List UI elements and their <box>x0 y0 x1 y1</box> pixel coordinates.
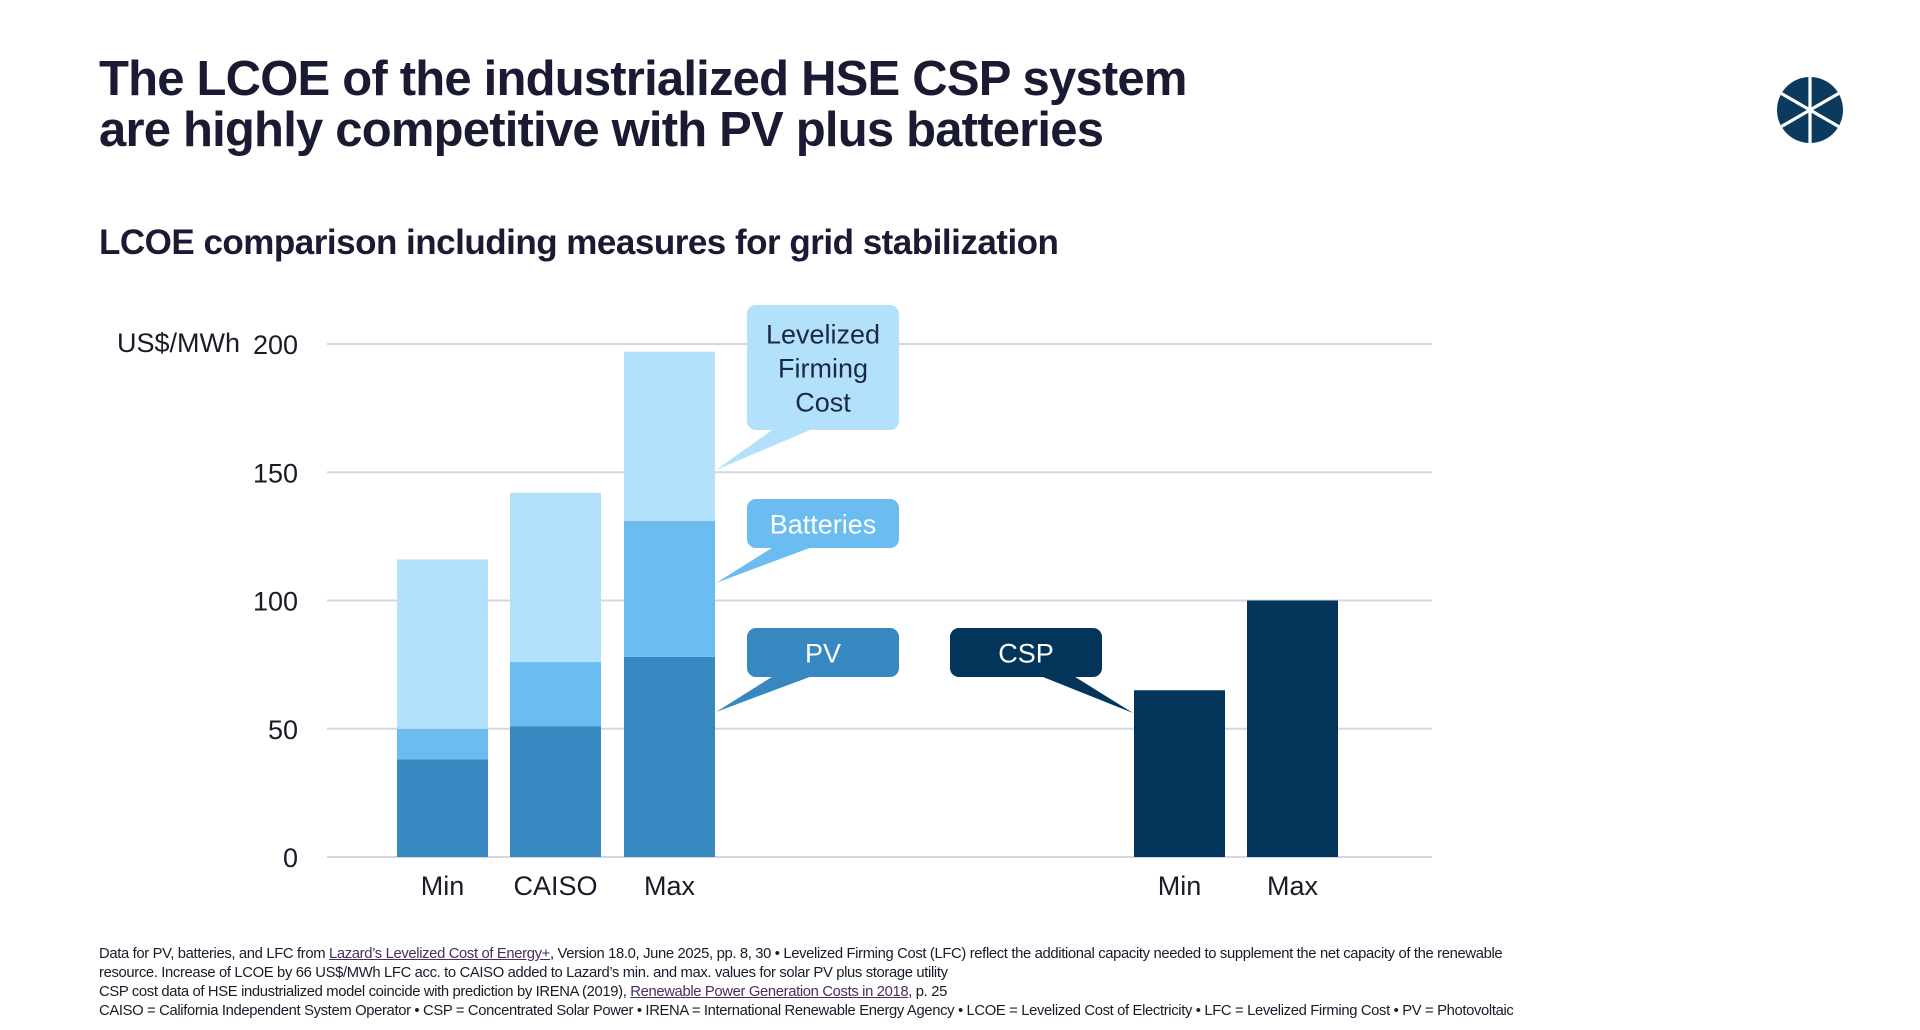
footnotes: Data for PV, batteries, and LFC from Laz… <box>99 945 1819 1021</box>
callouts: Levelized Firming Cost Batteries PV CSP <box>716 305 1133 713</box>
footnote-line-1: Data for PV, batteries, and LFC from Laz… <box>99 946 1503 962</box>
bar-csp-min <box>1134 690 1225 857</box>
bar-levelized-firming-cost-max <box>624 351 715 521</box>
footnote-line-2: resource. Increase of LCOE by 66 US$/MWh… <box>99 965 948 981</box>
callout-box <box>747 499 899 548</box>
callout-tail <box>716 546 815 583</box>
y-tick-label: 50 <box>268 715 298 745</box>
bar-pv-min <box>397 759 488 857</box>
bar-levelized-firming-cost-caiso <box>510 492 601 663</box>
bar-levelized-firming-cost-min <box>397 559 488 729</box>
y-tick-label: 100 <box>253 587 298 617</box>
callout-label: PV <box>805 639 841 669</box>
lazard-lcoe-link[interactable]: Lazard’s Levelized Cost of Energy+ <box>328 946 550 962</box>
x-tick-label: Max <box>1267 871 1319 901</box>
callout-batteries: Batteries <box>716 499 899 583</box>
x-tick-label: Min <box>421 871 465 901</box>
segmented-circle-logo-icon <box>1777 77 1843 143</box>
bar-batteries-min <box>397 728 488 760</box>
callout-label: CSP <box>998 639 1054 669</box>
chart-subtitle: LCOE comparison including measures for g… <box>99 223 1059 262</box>
page-title: The LCOE of the industrialized HSE CSP s… <box>99 54 1399 156</box>
irena-report-link[interactable]: Renewable Power Generation Costs in 2018 <box>630 984 909 1000</box>
bars <box>397 351 1338 857</box>
x-tick-label: Max <box>644 871 696 901</box>
callout-box <box>747 305 899 430</box>
bar-batteries-max <box>624 520 715 657</box>
bar-pv-caiso <box>510 726 601 857</box>
bar-csp-max <box>1247 600 1338 857</box>
callout-label: Levelized <box>766 320 880 350</box>
y-tick-label: 200 <box>253 330 298 360</box>
callout-label: Cost <box>795 388 851 418</box>
callout-pv: PV <box>716 628 899 712</box>
x-tick-label: CAISO <box>513 871 597 901</box>
x-tick-label: Min <box>1158 871 1202 901</box>
callout-label: Firming <box>778 354 868 384</box>
y-axis-label: US$/MWh <box>117 328 240 358</box>
callout-tail <box>716 675 815 712</box>
footnote-line-3: CSP cost data of HSE industrialized mode… <box>99 984 947 1000</box>
callout-tail <box>1038 675 1133 713</box>
callout-box <box>950 628 1102 677</box>
title-line-1: The LCOE of the industrialized HSE CSP s… <box>99 52 1187 106</box>
lcoe-chart: 0 50 100 150 200 US$/MWh Min CAISO Max Min Max L… <box>117 305 1432 901</box>
bar-batteries-caiso <box>510 662 601 727</box>
footnote-line-4: CAISO = California Independent System Op… <box>99 1003 1514 1019</box>
title-line-2: are highly competitive with PV plus batt… <box>99 103 1104 157</box>
callout-tail <box>716 428 815 470</box>
callout-levelized-firming-cost: Levelized Firming Cost <box>716 305 899 470</box>
callout-csp: CSP <box>950 628 1133 713</box>
bar-pv-max <box>624 656 715 857</box>
y-tick-label: 0 <box>283 843 298 873</box>
y-axis-ticks: 0 50 100 150 200 <box>253 330 298 873</box>
x-axis-labels: Min CAISO Max Min Max <box>421 871 1319 901</box>
callout-box <box>747 628 899 677</box>
callout-label: Batteries <box>770 510 877 540</box>
y-tick-label: 150 <box>253 458 298 488</box>
